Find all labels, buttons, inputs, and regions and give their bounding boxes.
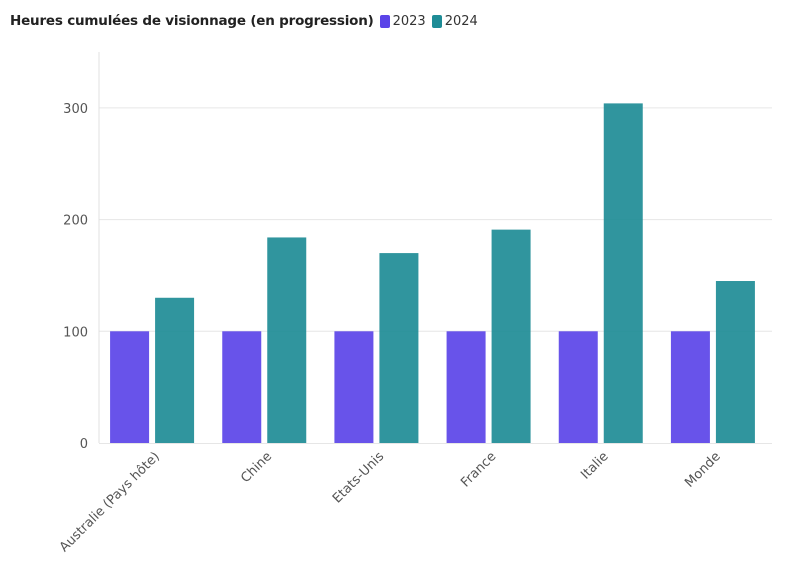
x-tick-label-5: Monde — [682, 449, 723, 490]
legend-label-2024: 2024 — [444, 13, 478, 29]
y-tick-label-0: 0 — [80, 437, 88, 452]
x-tick-label-1: Chine — [238, 449, 275, 486]
bar-2024-2 — [379, 253, 419, 443]
bar-2023-4 — [558, 331, 598, 443]
y-tick-label-100: 100 — [63, 325, 88, 340]
x-tick-label-4: Italie — [578, 449, 611, 482]
legend-swatch-2024 — [431, 14, 442, 28]
legend-item-2023[interactable]: 2023 — [379, 13, 426, 29]
bar-2024-0 — [155, 297, 195, 443]
bar-2023-0 — [110, 331, 150, 443]
legend-item-2024[interactable]: 2024 — [431, 13, 478, 29]
x-tick-label-0: Australie (Pays hôte) — [57, 449, 163, 555]
bar-2023-5 — [670, 331, 710, 443]
bar-2024-3 — [491, 229, 531, 443]
bar-2024-4 — [603, 103, 643, 443]
bar-2023-1 — [222, 331, 262, 443]
legend-swatch-2023 — [379, 14, 390, 28]
bar-2024-1 — [267, 237, 307, 443]
bar-2024-5 — [715, 281, 755, 443]
y-tick-label-200: 200 — [63, 214, 88, 229]
bar-2023-3 — [446, 331, 486, 443]
x-tick-label-2: Etats-Unis — [330, 449, 387, 506]
chart-header: Heures cumulées de visionnage (en progre… — [10, 10, 478, 32]
x-tick-label-3: France — [458, 449, 499, 490]
legend-label-2023: 2023 — [392, 13, 426, 29]
chart-title: Heures cumulées de visionnage (en progre… — [10, 13, 374, 29]
y-tick-label-300: 300 — [63, 102, 88, 117]
bar-2023-2 — [334, 331, 374, 443]
